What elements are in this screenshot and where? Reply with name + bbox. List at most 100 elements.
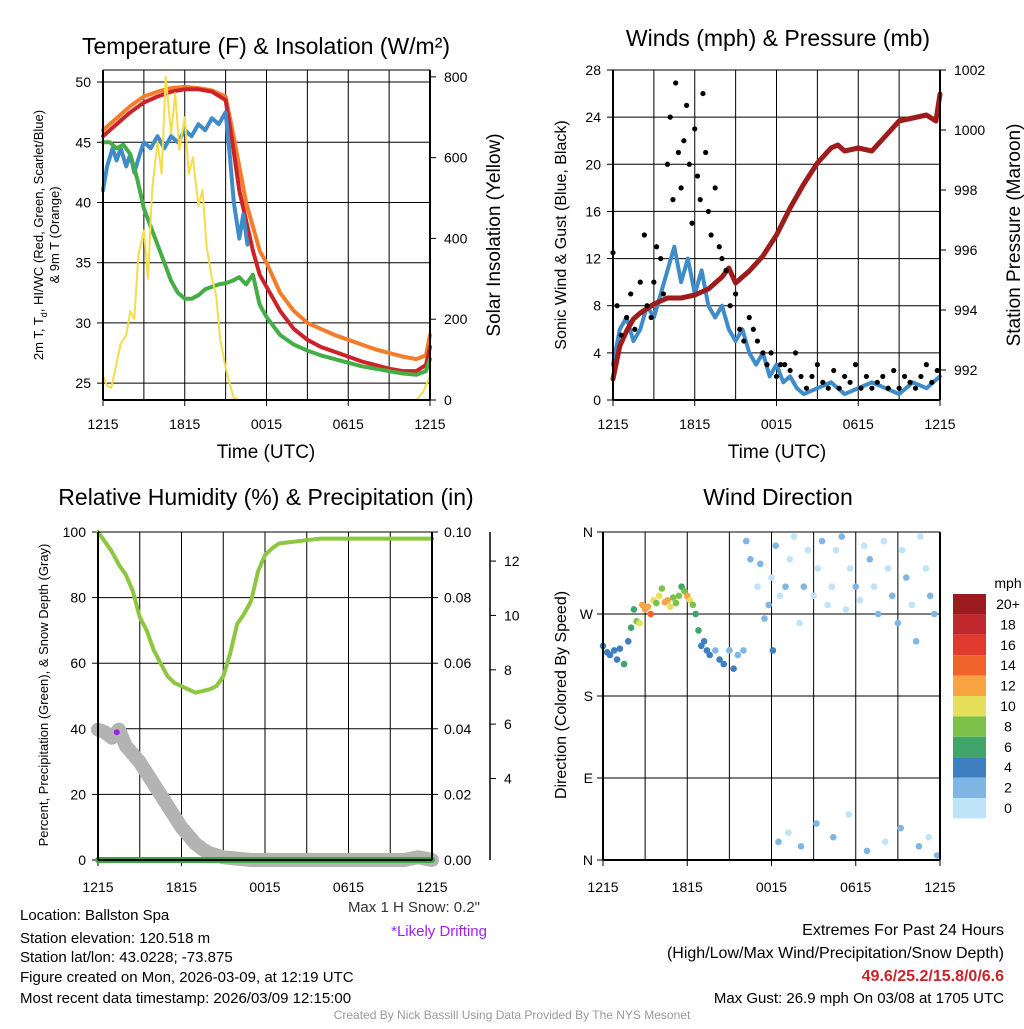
- direction-point: [824, 601, 831, 609]
- y-tick-label: 35: [75, 255, 91, 271]
- gust-point: [712, 185, 718, 191]
- gust-point: [923, 362, 929, 368]
- direction-point: [742, 537, 750, 545]
- gust-point: [660, 291, 667, 297]
- direction-point: [912, 638, 920, 645]
- y-tick-label: 80: [70, 590, 86, 606]
- direction-point: [658, 585, 666, 592]
- colorbar-swatch: [953, 655, 986, 676]
- gust-point: [628, 291, 634, 297]
- info-location: Location: Ballston Spa: [20, 907, 170, 924]
- direction-point: [653, 599, 660, 607]
- gust-point: [692, 126, 698, 132]
- direction-point: [870, 583, 878, 590]
- direction-point: [720, 660, 728, 668]
- colorbar-label: 4: [1004, 759, 1012, 775]
- series-line-pressure: [610, 91, 943, 382]
- direction-point: [740, 647, 747, 654]
- gust-point: [624, 314, 630, 321]
- colorbar-swatch: [953, 696, 986, 717]
- gust-point: [754, 338, 761, 344]
- gust-point: [689, 220, 695, 226]
- direction-point: [881, 838, 889, 846]
- direction-point: [903, 574, 910, 581]
- series-line-td: [101, 140, 432, 377]
- max-snow-label: Max 1 H Snow: 0.2": [348, 899, 480, 916]
- direction-point: [716, 656, 723, 663]
- direction-point: [655, 592, 663, 600]
- x-tick-label: 0015: [756, 879, 787, 895]
- panel-0: 1215 1815 0015 0615 1215 25 30 35 40 45 50 0 200 400 6…: [75, 69, 467, 432]
- x-tick-label: 1815: [679, 416, 710, 432]
- y-tick-label: 20: [585, 156, 601, 172]
- info-recent: Most recent data timestamp: 2026/03/09 1…: [20, 990, 351, 1007]
- temp-ylabel: 2m T, Td, HI/WC (Red, Green, Scarlet/Blu…: [31, 110, 49, 360]
- y-tick-label: 40: [70, 721, 86, 737]
- gust-point: [683, 102, 690, 108]
- direction-point: [756, 560, 764, 568]
- panel-1: 1215 1815 0015 0615 1215 0 4 8 12 16 20 24 28 992 994 9…: [585, 62, 985, 432]
- colorbar-swatch: [953, 736, 986, 758]
- info-created: Figure created on Mon, 2026-03-09, at 12…: [20, 969, 354, 986]
- colorbar-swatch: [953, 675, 986, 696]
- gust-point: [737, 326, 743, 332]
- drifting-label: *Likely Drifting: [391, 923, 487, 940]
- gust-point: [764, 362, 770, 368]
- direction-point: [880, 537, 888, 545]
- direction-point: [782, 583, 789, 590]
- direction-point: [627, 624, 635, 631]
- gust-point: [694, 173, 701, 179]
- direction-point: [874, 610, 882, 618]
- direction-point: [813, 820, 820, 827]
- x-tick-label: 1215: [587, 879, 618, 895]
- gust-point: [874, 379, 880, 385]
- direction-point: [818, 537, 826, 545]
- temp-xlabel: Time (UTC): [217, 442, 316, 463]
- direction-point: [613, 656, 621, 663]
- gust-point: [825, 385, 831, 391]
- rh-chart-title: Relative Humidity (%) & Precipitation (i…: [58, 484, 473, 510]
- direction-point: [730, 665, 737, 672]
- temp-ylabel-part2: , HI/WC (Red, Green, Scarlet/Blue): [31, 110, 46, 312]
- colorbar-swatch: [953, 757, 986, 778]
- gust-point: [929, 379, 935, 385]
- y2-tick-label: 800: [444, 69, 468, 85]
- gust-point: [820, 379, 826, 385]
- x-tick-label: 1215: [597, 416, 628, 432]
- direction-point: [726, 647, 733, 654]
- y2-tick-label: 0.04: [444, 721, 471, 737]
- gust-point: [773, 373, 780, 380]
- colorbar-swatch: [953, 798, 986, 819]
- y3-tick-label: 4: [504, 770, 512, 786]
- gust-point: [792, 350, 799, 356]
- info-latlon: Station lat/lon: 43.0228; -73.875: [20, 949, 233, 966]
- x-tick-label: 1815: [169, 416, 200, 432]
- direction-point: [689, 601, 697, 609]
- gust-point: [664, 161, 671, 167]
- direction-point: [664, 597, 671, 604]
- direction-point: [828, 583, 836, 590]
- gust-point: [880, 373, 886, 380]
- direction-point: [754, 583, 761, 590]
- gust-point: [651, 279, 657, 285]
- direction-point: [610, 647, 618, 654]
- y-tick-label: 0: [78, 852, 86, 868]
- extremes-title: Extremes For Past 24 Hours: [802, 922, 1004, 939]
- direction-point: [772, 542, 780, 549]
- x-tick-label: 1815: [672, 879, 703, 895]
- rh-ylabel: Percent, Precipitation (Green), & Snow D…: [36, 544, 51, 847]
- y2-tick-label: 200: [444, 311, 468, 327]
- y-tick-label: 8: [593, 298, 601, 314]
- y2-tick-label: 994: [954, 302, 978, 318]
- gust-point: [750, 326, 756, 332]
- y-tick-label: 12: [585, 251, 601, 267]
- colorbar-swatch: [953, 634, 986, 656]
- temp-y2label: Solar Insolation (Yellow): [484, 133, 505, 336]
- y2-tick-label: 996: [954, 242, 978, 258]
- x-tick-label: 0615: [843, 416, 874, 432]
- y2-tick-label: 0.02: [444, 786, 471, 802]
- wind-xlabel: Time (UTC): [728, 442, 827, 463]
- direction-point: [897, 824, 904, 832]
